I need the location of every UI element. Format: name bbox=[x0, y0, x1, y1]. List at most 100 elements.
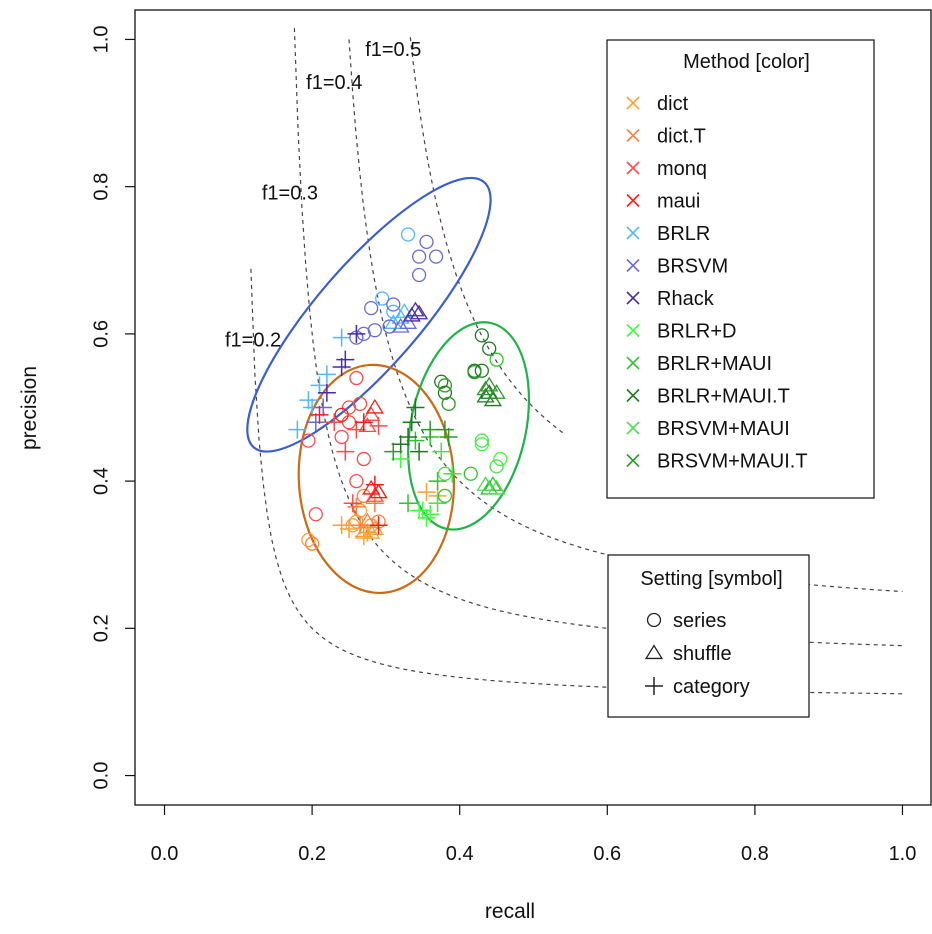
legend-title: Setting [symbol] bbox=[640, 568, 782, 590]
point-circle bbox=[428, 249, 444, 264]
point-triangle bbox=[487, 384, 506, 399]
point-plus bbox=[310, 376, 329, 395]
data-points bbox=[288, 227, 508, 551]
point-circle bbox=[411, 267, 427, 283]
point-plus bbox=[332, 516, 351, 535]
point-triangle bbox=[362, 406, 381, 421]
point-triangle bbox=[398, 314, 418, 329]
point-circle bbox=[489, 352, 504, 367]
point-triangle bbox=[480, 376, 499, 392]
y-tick-label: 0.8 bbox=[90, 173, 112, 201]
legend-item-label: BRSVM+MAUI.T bbox=[657, 451, 808, 473]
point-triangle bbox=[483, 391, 502, 407]
point-plus bbox=[645, 677, 663, 695]
legend-x-marker bbox=[626, 193, 640, 208]
point-plus bbox=[336, 350, 355, 369]
point-plus bbox=[306, 413, 325, 432]
point-circle bbox=[386, 297, 401, 312]
cluster-ellipses bbox=[246, 176, 531, 595]
iso-f1-curve bbox=[409, 37, 564, 434]
point-triangle bbox=[391, 317, 410, 333]
point-plus bbox=[317, 383, 336, 402]
point-triangle bbox=[402, 306, 421, 322]
point-circle bbox=[341, 415, 357, 430]
legend-item-label: Rhack bbox=[657, 288, 715, 310]
point-circle bbox=[304, 536, 320, 551]
x-tick-label: 1.0 bbox=[889, 843, 917, 865]
legend-x-marker bbox=[626, 161, 640, 175]
point-circle bbox=[400, 227, 416, 242]
legend-item-label: category bbox=[673, 676, 750, 698]
legend-item-label: monq bbox=[657, 158, 707, 180]
point-plus bbox=[421, 505, 440, 524]
legend-item-label: dict bbox=[657, 93, 689, 115]
point-plus bbox=[365, 494, 384, 513]
point-plus bbox=[406, 431, 425, 450]
point-triangle bbox=[395, 303, 414, 318]
point-triangle bbox=[476, 387, 495, 403]
point-triangle bbox=[476, 476, 495, 491]
iso-f1-curve bbox=[250, 268, 903, 695]
legend-item-label: BRSVM bbox=[657, 256, 728, 278]
point-circle bbox=[482, 341, 497, 356]
point-plus bbox=[406, 398, 425, 417]
point-circle bbox=[489, 459, 504, 474]
legend-item-label: BRLR+MAUI.T bbox=[657, 386, 790, 408]
legend-box bbox=[606, 39, 875, 499]
point-plus bbox=[439, 427, 458, 446]
point-plus bbox=[391, 435, 410, 454]
point-circle bbox=[375, 291, 390, 306]
point-triangle bbox=[365, 487, 384, 502]
point-plus bbox=[299, 391, 318, 410]
point-plus bbox=[347, 420, 366, 439]
legend-item-label: BRLR bbox=[657, 223, 710, 245]
point-plus bbox=[343, 494, 362, 513]
point-plus bbox=[310, 405, 329, 424]
setting-symbol-legend: Setting [symbol] series shuffle category bbox=[607, 554, 810, 718]
y-tick-label: 0.4 bbox=[90, 467, 112, 495]
point-circle bbox=[493, 451, 508, 467]
legend-item-label: dict.T bbox=[657, 126, 706, 148]
point-plus bbox=[336, 442, 355, 461]
iso-f1-label: f1=0.4 bbox=[306, 72, 362, 94]
point-plus bbox=[410, 442, 429, 461]
point-triangle bbox=[365, 398, 384, 414]
point-circle bbox=[352, 396, 368, 411]
point-triangle bbox=[644, 644, 664, 660]
point-circle bbox=[437, 488, 453, 503]
iso-f1-label: f1=0.2 bbox=[225, 330, 281, 352]
point-circle bbox=[437, 378, 453, 393]
point-circle bbox=[352, 503, 368, 518]
legend-item-label: BRLR+MAUI bbox=[657, 353, 772, 375]
x-tick-label: 0.8 bbox=[741, 843, 769, 865]
point-circle bbox=[301, 433, 316, 448]
legend-x-marker bbox=[626, 96, 640, 110]
iso-f1-label: f1=0.3 bbox=[262, 182, 318, 204]
x-tick-label: 0.0 bbox=[151, 843, 179, 865]
axes: f1=0.2 f1=0.3 f1=0.4f1=0.5 0.0 0.2 0.4 0.6 0.8 1… bbox=[90, 26, 916, 865]
cluster-ellipse bbox=[407, 321, 531, 531]
point-circle bbox=[349, 473, 364, 489]
y-tick-label: 0.6 bbox=[90, 320, 112, 348]
point-circle bbox=[349, 370, 364, 386]
point-circle bbox=[419, 234, 434, 250]
y-axis-label: precision bbox=[18, 366, 41, 450]
legend-item-label: BRLR+D bbox=[657, 321, 736, 343]
legend-x-marker bbox=[626, 421, 640, 435]
point-plus bbox=[428, 472, 447, 491]
point-circle bbox=[474, 328, 489, 343]
legend-item-label: shuffle bbox=[673, 643, 732, 665]
legend-x-marker bbox=[626, 258, 640, 273]
point-plus bbox=[317, 365, 336, 384]
legend-box bbox=[607, 554, 810, 718]
point-plus bbox=[332, 358, 351, 377]
cluster-ellipse bbox=[246, 176, 492, 453]
point-plus bbox=[384, 442, 403, 461]
point-circle bbox=[441, 396, 456, 411]
point-plus bbox=[402, 413, 421, 432]
y-tick-label: 0.0 bbox=[90, 762, 112, 790]
legend-item-label: series bbox=[673, 610, 726, 632]
legend-x-marker bbox=[626, 388, 640, 403]
point-plus bbox=[369, 516, 388, 535]
point-plus bbox=[399, 494, 418, 513]
